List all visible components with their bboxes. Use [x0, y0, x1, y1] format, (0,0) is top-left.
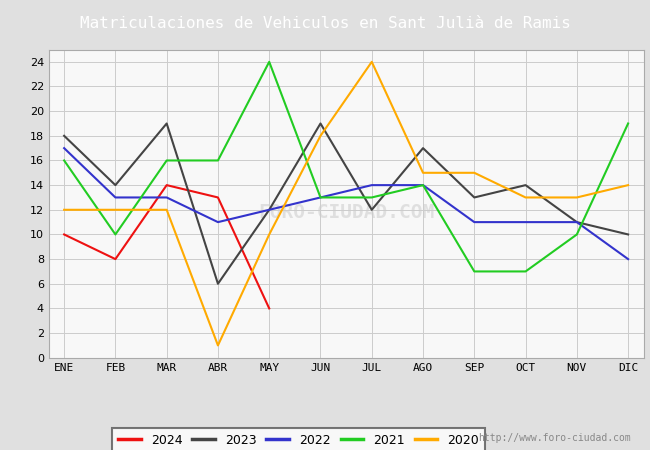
Text: FORO-CIUDAD.COM: FORO-CIUDAD.COM [258, 203, 434, 222]
Text: Matriculaciones de Vehiculos en Sant Julià de Ramis: Matriculaciones de Vehiculos en Sant Jul… [79, 16, 571, 31]
Legend: 2024, 2023, 2022, 2021, 2020: 2024, 2023, 2022, 2021, 2020 [112, 428, 485, 450]
Text: http://www.foro-ciudad.com: http://www.foro-ciudad.com [478, 433, 630, 443]
